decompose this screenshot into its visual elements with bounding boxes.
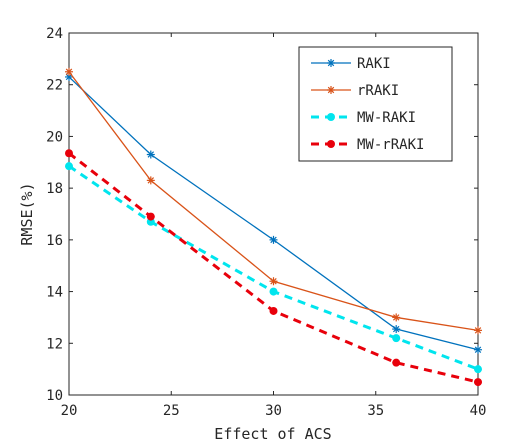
x-tick-label: 20 bbox=[61, 403, 78, 419]
marker-stroke bbox=[65, 68, 73, 76]
marker-stroke bbox=[392, 314, 400, 321]
data-point-raki bbox=[269, 235, 278, 244]
y-tick-label: 10 bbox=[46, 388, 63, 404]
data-point-mw-rraki bbox=[474, 378, 482, 387]
legend-label-mw-raki: MW-RAKI bbox=[357, 110, 416, 126]
data-point-mw-raki bbox=[65, 162, 73, 171]
marker-stroke bbox=[392, 325, 400, 333]
y-tick-label: 14 bbox=[46, 285, 63, 301]
data-point-mw-raki bbox=[269, 287, 278, 296]
data-point-rraki bbox=[146, 176, 155, 185]
series-raki bbox=[65, 72, 482, 354]
data-point-rraki bbox=[269, 277, 278, 286]
legend-marker-rraki bbox=[327, 86, 335, 94]
marker-stroke bbox=[147, 151, 155, 158]
legend-label-rraki: rRAKI bbox=[357, 83, 399, 99]
data-point-raki bbox=[392, 325, 401, 334]
x-tick-label: 35 bbox=[367, 403, 384, 419]
legend-box bbox=[298, 46, 453, 162]
y-tick-label: 16 bbox=[46, 233, 63, 249]
marker-stroke bbox=[474, 327, 482, 334]
x-axis-label: Effect of ACS bbox=[214, 425, 331, 443]
data-point-rraki bbox=[65, 67, 73, 76]
series-rraki bbox=[65, 67, 482, 335]
data-point-raki bbox=[146, 150, 155, 159]
x-tick-label: 25 bbox=[163, 403, 180, 419]
series-mw-raki bbox=[65, 162, 482, 374]
series-layer bbox=[65, 67, 482, 387]
marker-stroke bbox=[270, 278, 277, 285]
x-tick-label: 30 bbox=[265, 403, 282, 419]
y-axis-label: RMSE(%) bbox=[18, 182, 36, 245]
y-tick-label: 22 bbox=[46, 78, 63, 94]
legend: RAKI rRAKI MW-RAKI MW-rRAKI bbox=[298, 46, 453, 162]
marker-stroke bbox=[147, 177, 155, 184]
data-point-mw-rraki bbox=[146, 212, 155, 221]
y-tick-label: 12 bbox=[46, 336, 63, 352]
data-point-rraki bbox=[392, 313, 401, 322]
legend-marker-mw-rraki bbox=[327, 140, 335, 148]
legend-marker-raki bbox=[327, 59, 335, 67]
series-mw-rraki bbox=[65, 149, 482, 387]
ticks: 20 25 30 35 40 10 12 14 16 18 20 22 24 bbox=[46, 26, 486, 419]
legend-label-raki: RAKI bbox=[357, 56, 391, 72]
marker-stroke bbox=[474, 346, 482, 353]
x-tick-label: 40 bbox=[470, 403, 487, 419]
data-point-raki bbox=[474, 345, 482, 354]
y-tick-label: 18 bbox=[46, 181, 63, 197]
marker-stroke bbox=[270, 236, 277, 244]
marker-stroke bbox=[327, 86, 335, 94]
data-point-mw-raki bbox=[474, 365, 482, 374]
data-point-mw-raki bbox=[392, 334, 401, 343]
data-point-mw-rraki bbox=[65, 149, 73, 158]
data-point-rraki bbox=[474, 326, 482, 335]
data-point-mw-rraki bbox=[392, 358, 401, 367]
legend-marker-mw-raki bbox=[327, 113, 335, 121]
y-tick-label: 24 bbox=[46, 26, 63, 42]
legend-label-mw-rraki: MW-rRAKI bbox=[357, 137, 424, 153]
data-point-mw-rraki bbox=[269, 306, 278, 315]
marker-stroke bbox=[327, 59, 335, 67]
y-tick-label: 20 bbox=[46, 129, 63, 145]
